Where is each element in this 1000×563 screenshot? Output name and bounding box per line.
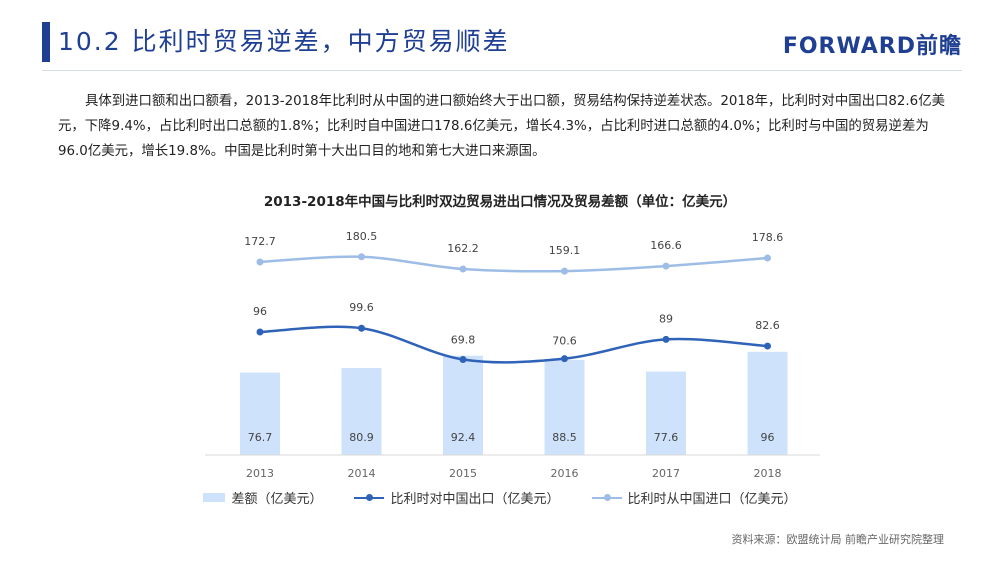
export-label-2017: 89: [659, 312, 673, 325]
bar-2014: [341, 368, 382, 455]
import-point-2013: [256, 258, 264, 266]
header-divider: [42, 70, 962, 71]
export-line: [259, 325, 768, 364]
export-point-2014: [358, 324, 365, 332]
page-title: 10.2 比利时贸易逆差，中方贸易顺差: [58, 27, 510, 56]
x-tick-2013: 2013: [246, 467, 274, 480]
export-label-2014: 99.6: [349, 301, 374, 314]
bar-label-2017: 77.6: [654, 431, 679, 444]
legend-item-balance: 差额（亿美元）: [203, 488, 322, 507]
legend-label-balance: 差额（亿美元）: [231, 492, 323, 507]
chart-title: 2013-2018年中国与比利时双边贸易进出口情况及贸易差额（单位：亿美元）: [263, 194, 737, 210]
import-point-2017: [662, 262, 670, 270]
x-tick-2018: 2018: [754, 467, 782, 480]
bar-2018: [747, 351, 788, 455]
import-label-2013: 172.7: [244, 235, 276, 248]
bar-label-2013: 76.7: [248, 431, 273, 444]
trade-chart: 76.7 80.9 92.4 88.5 77.6 96 2013 2014 2015 2016 20…: [205, 230, 820, 480]
x-tick-2016: 2016: [551, 467, 579, 480]
chart-legend: 差额（亿美元） 比利时对中国出口（亿美元） 比利时从中国进口（亿美元）: [0, 488, 1000, 507]
legend-label-export: 比利时对中国出口（亿美元）: [390, 492, 560, 507]
brand-logo: FORWARD前瞻: [782, 34, 962, 59]
export-point-2017: [662, 335, 670, 343]
summary-paragraph: 具体到进口额和出口额看，2013-2018年比利时从中国的进口额始终大于出口额，…: [58, 94, 945, 159]
export-point-2015: [459, 356, 467, 364]
title-accent-bar: [42, 22, 50, 62]
x-tick-2015: 2015: [449, 467, 477, 480]
bar-label-2014: 80.9: [349, 431, 374, 444]
legend-swatch-export: [354, 493, 385, 501]
legend-label-import: 比利时从中国进口（亿美元）: [627, 492, 797, 507]
import-line: [259, 255, 768, 273]
export-point-2018: [764, 342, 771, 350]
export-point-2016: [561, 355, 568, 363]
bar-2013: [240, 372, 280, 455]
legend-swatch-import: [591, 493, 622, 501]
legend-swatch-balance: [203, 493, 226, 502]
bar-label-2016: 88.5: [552, 431, 577, 444]
legend-item-export: 比利时对中国出口（亿美元）: [354, 488, 560, 507]
source-note: 资料来源：欧盟统计局 前瞻产业研究院整理: [731, 533, 945, 546]
import-label-2018: 178.6: [752, 231, 784, 244]
bar-2016: [544, 359, 585, 455]
bar-2017: [646, 371, 686, 455]
bar-2015: [443, 355, 483, 455]
bar-label-2015: 92.4: [451, 431, 476, 444]
import-label-2014: 180.5: [346, 230, 378, 243]
import-label-2017: 166.6: [650, 239, 682, 252]
x-tick-2017: 2017: [652, 467, 680, 480]
export-label-2016: 70.6: [552, 335, 577, 348]
import-label-2015: 162.2: [447, 242, 479, 255]
import-label-2016: 159.1: [549, 244, 581, 257]
export-point-2013: [256, 328, 264, 336]
import-point-2014: [358, 253, 365, 261]
import-point-2015: [459, 265, 467, 273]
x-tick-2014: 2014: [348, 467, 376, 480]
legend-item-import: 比利时从中国进口（亿美元）: [591, 488, 797, 507]
export-label-2018: 82.6: [755, 319, 780, 332]
export-label-2015: 69.8: [451, 334, 476, 347]
import-point-2018: [764, 254, 771, 262]
export-label-2013: 96: [253, 305, 267, 318]
bar-label-2018: 96: [761, 431, 775, 444]
import-point-2016: [561, 267, 568, 275]
